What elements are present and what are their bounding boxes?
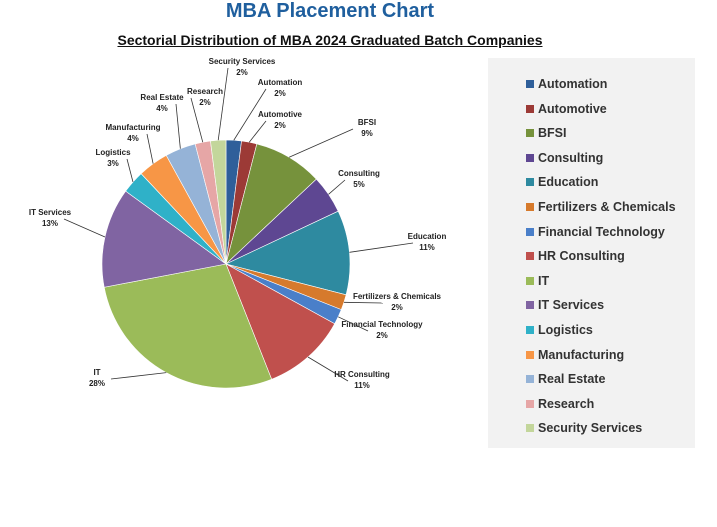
legend-swatch — [526, 350, 534, 359]
legend-item: Logistics — [526, 320, 593, 340]
legend-label: Fertilizers & Chemicals — [538, 200, 676, 214]
slice-name-label: Financial Technology — [341, 320, 423, 329]
legend-swatch — [526, 227, 534, 236]
legend-swatch — [526, 129, 534, 138]
slice-percent-label: 3% — [107, 159, 119, 168]
legend-swatch — [526, 252, 534, 261]
legend-item: Consulting — [526, 148, 603, 168]
slice-name-label: IT — [93, 368, 100, 377]
slice-name-label: Fertilizers & Chemicals — [353, 292, 442, 301]
legend-item: IT — [526, 271, 549, 291]
legend-label: Logistics — [538, 323, 593, 337]
pie-chart: Automation 2% Automotive 2% BFSI 9% Consulting… — [29, 57, 447, 390]
legend-label: IT Services — [538, 298, 605, 313]
legend-swatch — [526, 104, 534, 113]
slice-name-label: Real Estate — [140, 93, 184, 102]
legend-swatch — [526, 301, 534, 310]
pie-slice-it-services — [101, 190, 227, 288]
slice-name-label: Security Services — [209, 57, 276, 66]
slice-name-label: Consulting — [338, 169, 380, 178]
legend-label: IT — [538, 273, 550, 288]
legend-item: Research — [526, 394, 594, 414]
slice-percent-label: 2% — [376, 331, 388, 340]
legend-label: Financial Technology — [538, 224, 665, 239]
slice-name-label: HR Consulting — [334, 370, 390, 379]
leader-line — [328, 179, 346, 195]
legend-swatch — [526, 178, 534, 187]
slice-name-label: Education — [408, 232, 447, 241]
slice-percent-label: 5% — [353, 180, 365, 189]
leader-line — [110, 372, 167, 380]
slice-percent-label: 4% — [127, 134, 139, 143]
chart-main-title: MBA Placement Chart — [225, 0, 435, 22]
slice-percent-label: 4% — [156, 104, 168, 113]
slice-percent-label: 9% — [361, 129, 373, 138]
leader-line — [288, 128, 354, 158]
leader-line — [248, 120, 267, 143]
legend-label: BFSI — [538, 126, 567, 141]
legend-swatch — [526, 203, 534, 211]
slice-percent-label: 2% — [236, 68, 248, 77]
legend-item: Real Estate — [526, 369, 605, 389]
legend-item: Manufacturing — [526, 345, 624, 365]
slice-percent-label: 11% — [419, 243, 435, 252]
legend-label: Security Services — [538, 421, 643, 436]
legend-label: Automation — [538, 77, 608, 91]
leader-line — [146, 133, 154, 164]
chart-legend: Automation Automotive BFSI Consulting Educat… — [488, 58, 695, 448]
slice-percent-label: 28% — [89, 379, 105, 388]
leader-line — [233, 88, 267, 141]
legend-swatch — [526, 375, 534, 384]
legend-swatch — [526, 276, 534, 285]
legend-item: BFSI — [526, 123, 566, 143]
legend-item: IT Services — [526, 295, 604, 315]
slice-percent-label: 2% — [274, 121, 286, 130]
legend-item: Automation — [526, 74, 607, 94]
pie-slice-security-services — [210, 139, 227, 265]
legend-swatch — [526, 424, 534, 433]
legend-swatch — [526, 326, 534, 334]
slice-percent-label: 13% — [42, 219, 58, 228]
slice-name-label: Automation — [258, 78, 303, 87]
legend-item: Automotive — [526, 99, 607, 119]
leader-line — [126, 158, 134, 183]
slice-name-label: Logistics — [95, 148, 131, 157]
legend-label: Education — [538, 175, 599, 190]
slice-name-label: Research — [187, 87, 223, 96]
legend-label: HR Consulting — [538, 249, 625, 264]
slice-percent-label: 2% — [391, 303, 403, 312]
legend-swatch — [526, 153, 534, 162]
slice-percent-label: 2% — [274, 89, 286, 98]
legend-swatch — [526, 399, 534, 408]
legend-label: Consulting — [538, 150, 604, 165]
leader-line — [63, 218, 106, 238]
legend-label: Real Estate — [538, 372, 606, 387]
slice-name-label: BFSI — [358, 118, 376, 127]
leader-line — [217, 67, 229, 141]
legend-label: Manufacturing — [538, 347, 625, 362]
leader-line — [175, 103, 181, 149]
legend-label: Automotive — [538, 101, 607, 116]
legend-item: Security Services — [526, 418, 642, 438]
legend-item: Education — [526, 172, 598, 192]
pie-slice-it — [103, 263, 273, 389]
leader-line — [338, 316, 369, 332]
legend-label: Research — [538, 396, 595, 411]
slice-name-label: Manufacturing — [105, 123, 160, 132]
legend-item: Financial Technology — [526, 222, 665, 242]
leader-line — [343, 301, 384, 304]
legend-item: HR Consulting — [526, 246, 625, 266]
slice-name-label: Automotive — [258, 110, 303, 119]
slice-name-label: IT Services — [29, 208, 72, 217]
chart-subtitle: Sectorial Distribution of MBA 2024 Gradu… — [117, 32, 543, 48]
legend-item: Fertilizers & Chemicals — [526, 197, 676, 217]
slice-percent-label: 11% — [354, 381, 370, 390]
legend-swatch — [526, 80, 534, 88]
leader-line — [307, 356, 349, 382]
slice-percent-label: 2% — [199, 98, 211, 107]
leader-line — [349, 242, 414, 253]
pie-slice-education — [225, 210, 351, 296]
leader-line — [190, 97, 204, 143]
